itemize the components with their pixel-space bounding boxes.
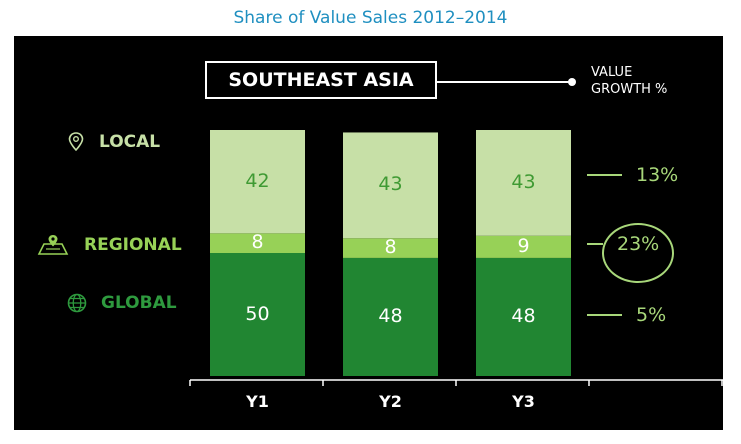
legend-local: LOCAL [67,132,160,152]
x-tick-label-y1: Y1 [246,392,269,411]
x-tick-label-y2: Y2 [379,392,402,411]
bar-regional-y1 [210,233,305,253]
chart-panel: SOUTHEAST ASIA VALUE GROWTH % LOCAL REGI… [14,36,723,430]
chart-subtitle: SOUTHEAST ASIA [205,61,437,99]
legend-global: GLOBAL [67,293,177,313]
growth-local-value: 13% [636,164,679,186]
connector-dot [568,78,576,86]
bar-label-regional-y3: 9 [517,234,530,257]
bar-label-global-y2: 48 [378,304,403,327]
connector-line [437,81,572,83]
bar-global-y2 [343,257,438,376]
globe-icon [67,293,87,313]
growth-local: 13% [587,164,678,186]
bar-label-global-y1: 50 [245,302,270,325]
bar-label-regional-y1: 8 [251,231,264,254]
growth-global-value: 5% [636,304,667,326]
growth-global-line [587,314,622,316]
bar-local-y3 [476,130,571,236]
bar-label-global-y3: 48 [511,304,536,327]
bar-global-y1 [210,253,305,376]
bar-label-regional-y2: 8 [384,236,397,259]
page-title: Share of Value Sales 2012–2014 [233,8,508,28]
legend-regional: REGIONAL [36,234,182,256]
growth-regional: 23% [587,233,659,255]
bar-global-y3 [476,257,571,376]
bar-regional-y2 [343,238,438,258]
bar-local-y1 [210,130,305,234]
legend-local-label: LOCAL [99,132,161,152]
value-growth-label: VALUE GROWTH % [591,65,668,97]
bar-label-local-y3: 43 [511,170,536,193]
bar-label-local-y1: 42 [245,169,270,192]
growth-regional-line [587,243,603,245]
growth-local-line [587,174,622,176]
location-pin-icon [67,132,85,152]
bar-regional-y3 [476,235,571,258]
legend-regional-label: REGIONAL [84,235,182,255]
growth-regional-value: 23% [617,233,660,255]
x-tick-label-y3: Y3 [512,392,535,411]
bar-label-local-y2: 43 [378,173,403,196]
growth-regional-circle [602,223,674,283]
growth-global: 5% [587,304,666,326]
bar-chart [189,130,723,386]
map-icon [36,234,70,256]
legend-global-label: GLOBAL [101,293,177,313]
bar-local-y2 [343,132,438,239]
